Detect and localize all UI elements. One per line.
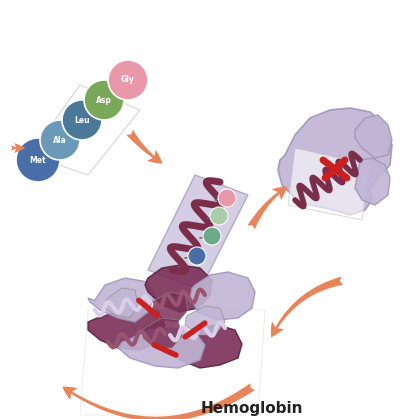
Polygon shape [185, 306, 225, 335]
Polygon shape [148, 175, 248, 290]
Text: Hemoglobin: Hemoglobin [201, 401, 303, 416]
Circle shape [40, 120, 80, 160]
Polygon shape [118, 328, 205, 368]
Text: Ala: Ala [53, 135, 67, 145]
Polygon shape [105, 288, 138, 318]
Polygon shape [88, 278, 155, 322]
Text: Met: Met [30, 155, 46, 165]
Polygon shape [145, 265, 212, 312]
FancyArrowPatch shape [62, 383, 255, 419]
Circle shape [108, 60, 148, 100]
Text: Leu: Leu [74, 116, 90, 124]
FancyArrowPatch shape [271, 277, 343, 337]
Polygon shape [278, 108, 392, 215]
Text: Asp: Asp [96, 96, 112, 104]
Text: Gly: Gly [121, 75, 135, 85]
Polygon shape [170, 325, 242, 368]
Polygon shape [288, 148, 370, 220]
Polygon shape [355, 115, 392, 158]
FancyArrowPatch shape [248, 186, 288, 229]
Circle shape [210, 207, 228, 225]
FancyArrowPatch shape [126, 130, 163, 163]
Circle shape [218, 189, 236, 207]
Circle shape [16, 138, 60, 182]
Circle shape [62, 100, 102, 140]
Polygon shape [80, 310, 265, 415]
Polygon shape [355, 158, 390, 205]
Circle shape [188, 247, 206, 265]
Polygon shape [190, 272, 255, 320]
Circle shape [203, 227, 221, 245]
Polygon shape [143, 318, 182, 348]
Polygon shape [88, 308, 165, 350]
Circle shape [84, 80, 124, 120]
Polygon shape [30, 85, 140, 175]
FancyArrowPatch shape [11, 143, 25, 153]
Polygon shape [152, 292, 188, 322]
